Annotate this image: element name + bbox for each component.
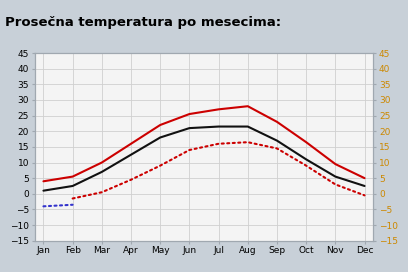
Text: Prosečna temperatura po mesecima:: Prosečna temperatura po mesecima: xyxy=(5,16,281,29)
